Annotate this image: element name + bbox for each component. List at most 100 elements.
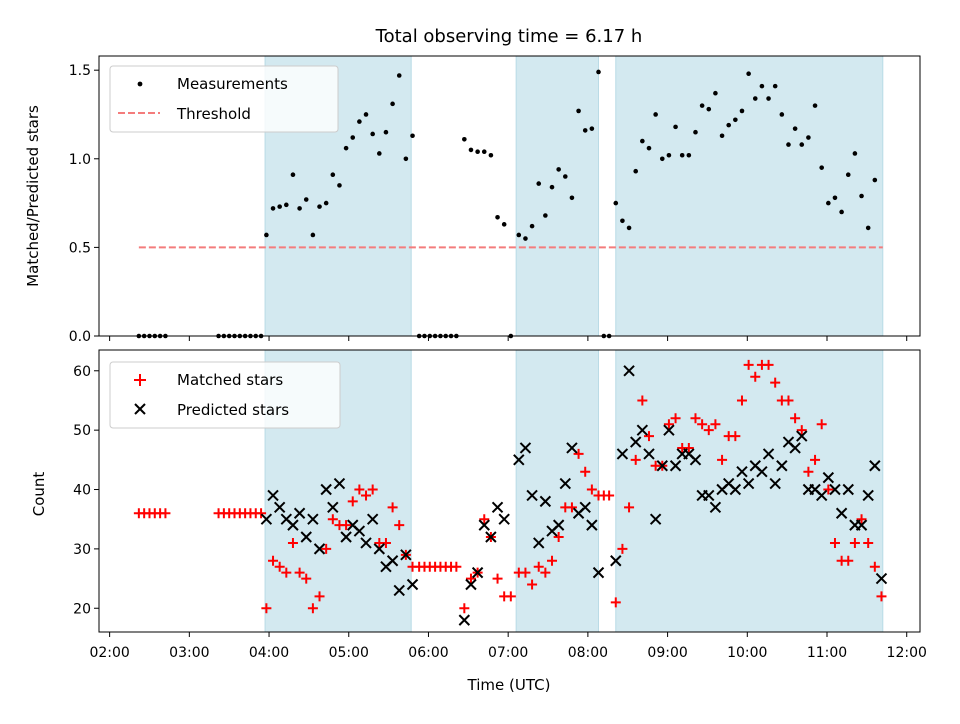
data-point [845,172,851,178]
data-point [268,555,279,566]
data-point [475,149,480,154]
data-point [826,200,831,206]
data-point [406,578,419,591]
data-point [373,543,386,555]
data-point [552,519,565,531]
data-point [569,195,575,201]
data-point [713,90,718,96]
data-point [350,135,356,140]
data-point [370,131,375,137]
data-point [829,537,840,548]
x-tick-label: 03:00 [169,645,209,661]
data-point [465,573,476,584]
data-point [492,573,503,584]
data-point [789,442,801,454]
data-point [353,525,366,537]
data-point [829,483,841,496]
data-point [267,489,279,502]
data-point [876,591,887,602]
data-point [549,184,555,190]
data-point [566,502,577,513]
data-point [772,83,778,89]
data-point [519,442,532,454]
bottom-y-tick-label: 60 [73,364,91,380]
data-point [495,214,500,220]
legend-measurements-marker [137,81,143,87]
x-tick-label: 09:00 [647,645,687,661]
data-point [481,149,487,154]
data-point [736,395,747,406]
data-point [513,454,525,466]
data-point [832,195,838,201]
data-point [284,202,289,208]
bottom-plot-frame [98,349,921,633]
data-point [699,103,705,108]
data-point [669,460,682,472]
top-y-tick-label: 0.0 [69,329,91,345]
data-point [759,83,765,89]
data-point [869,460,881,472]
bottom-observing-window-2 [615,350,883,632]
top-y-tick-label: 1.5 [69,63,91,79]
data-point [730,431,741,442]
top-plot-frame [98,55,921,337]
data-point [670,413,681,424]
data-point [281,567,292,578]
data-point [403,156,409,162]
data-point [582,128,588,133]
data-point [852,151,858,156]
data-point [471,566,484,579]
data-point [390,101,395,107]
data-point [693,129,698,135]
data-point [451,561,462,572]
data-point [465,578,477,591]
data-point [663,424,675,436]
data-point [869,561,880,572]
data-point [620,218,625,224]
data-point [533,537,545,549]
data-point [779,112,785,117]
data-point [341,520,352,531]
data-point [616,448,629,460]
data-point [636,424,649,436]
data-point [485,531,497,543]
data-point [769,477,781,490]
data-point [736,465,748,478]
data-point [556,167,561,172]
x-tick-label: 04:00 [249,645,289,661]
data-point [796,430,808,442]
data-point [604,490,615,501]
data-point [790,413,801,424]
data-point [729,483,742,496]
data-point [586,519,598,531]
data-point [458,614,471,626]
data-point [626,225,632,231]
data-point [872,177,878,183]
data-point [643,431,654,442]
data-point [478,519,490,531]
bottom-series-predicted-stars [260,365,888,626]
x-tick-label: 05:00 [329,645,369,661]
data-point [361,490,372,501]
data-point [360,537,372,549]
legend-matched-marker [134,374,146,386]
data-point [354,484,365,495]
data-point [762,448,775,460]
data-point [256,508,267,519]
data-point [273,501,286,514]
data-point [343,145,349,151]
top-observing-window-2 [615,56,883,336]
x-tick-label: 02:00 [89,645,129,661]
data-point [633,168,639,174]
data-point [656,460,668,472]
data-point [803,466,814,477]
data-point [559,477,572,490]
data-point [792,126,798,131]
data-point [719,133,725,139]
data-point [539,495,552,508]
data-point [630,454,641,465]
data-point [859,193,864,199]
data-point [743,359,754,370]
data-point [479,514,490,525]
bottom-y-tick-label: 40 [73,483,91,499]
